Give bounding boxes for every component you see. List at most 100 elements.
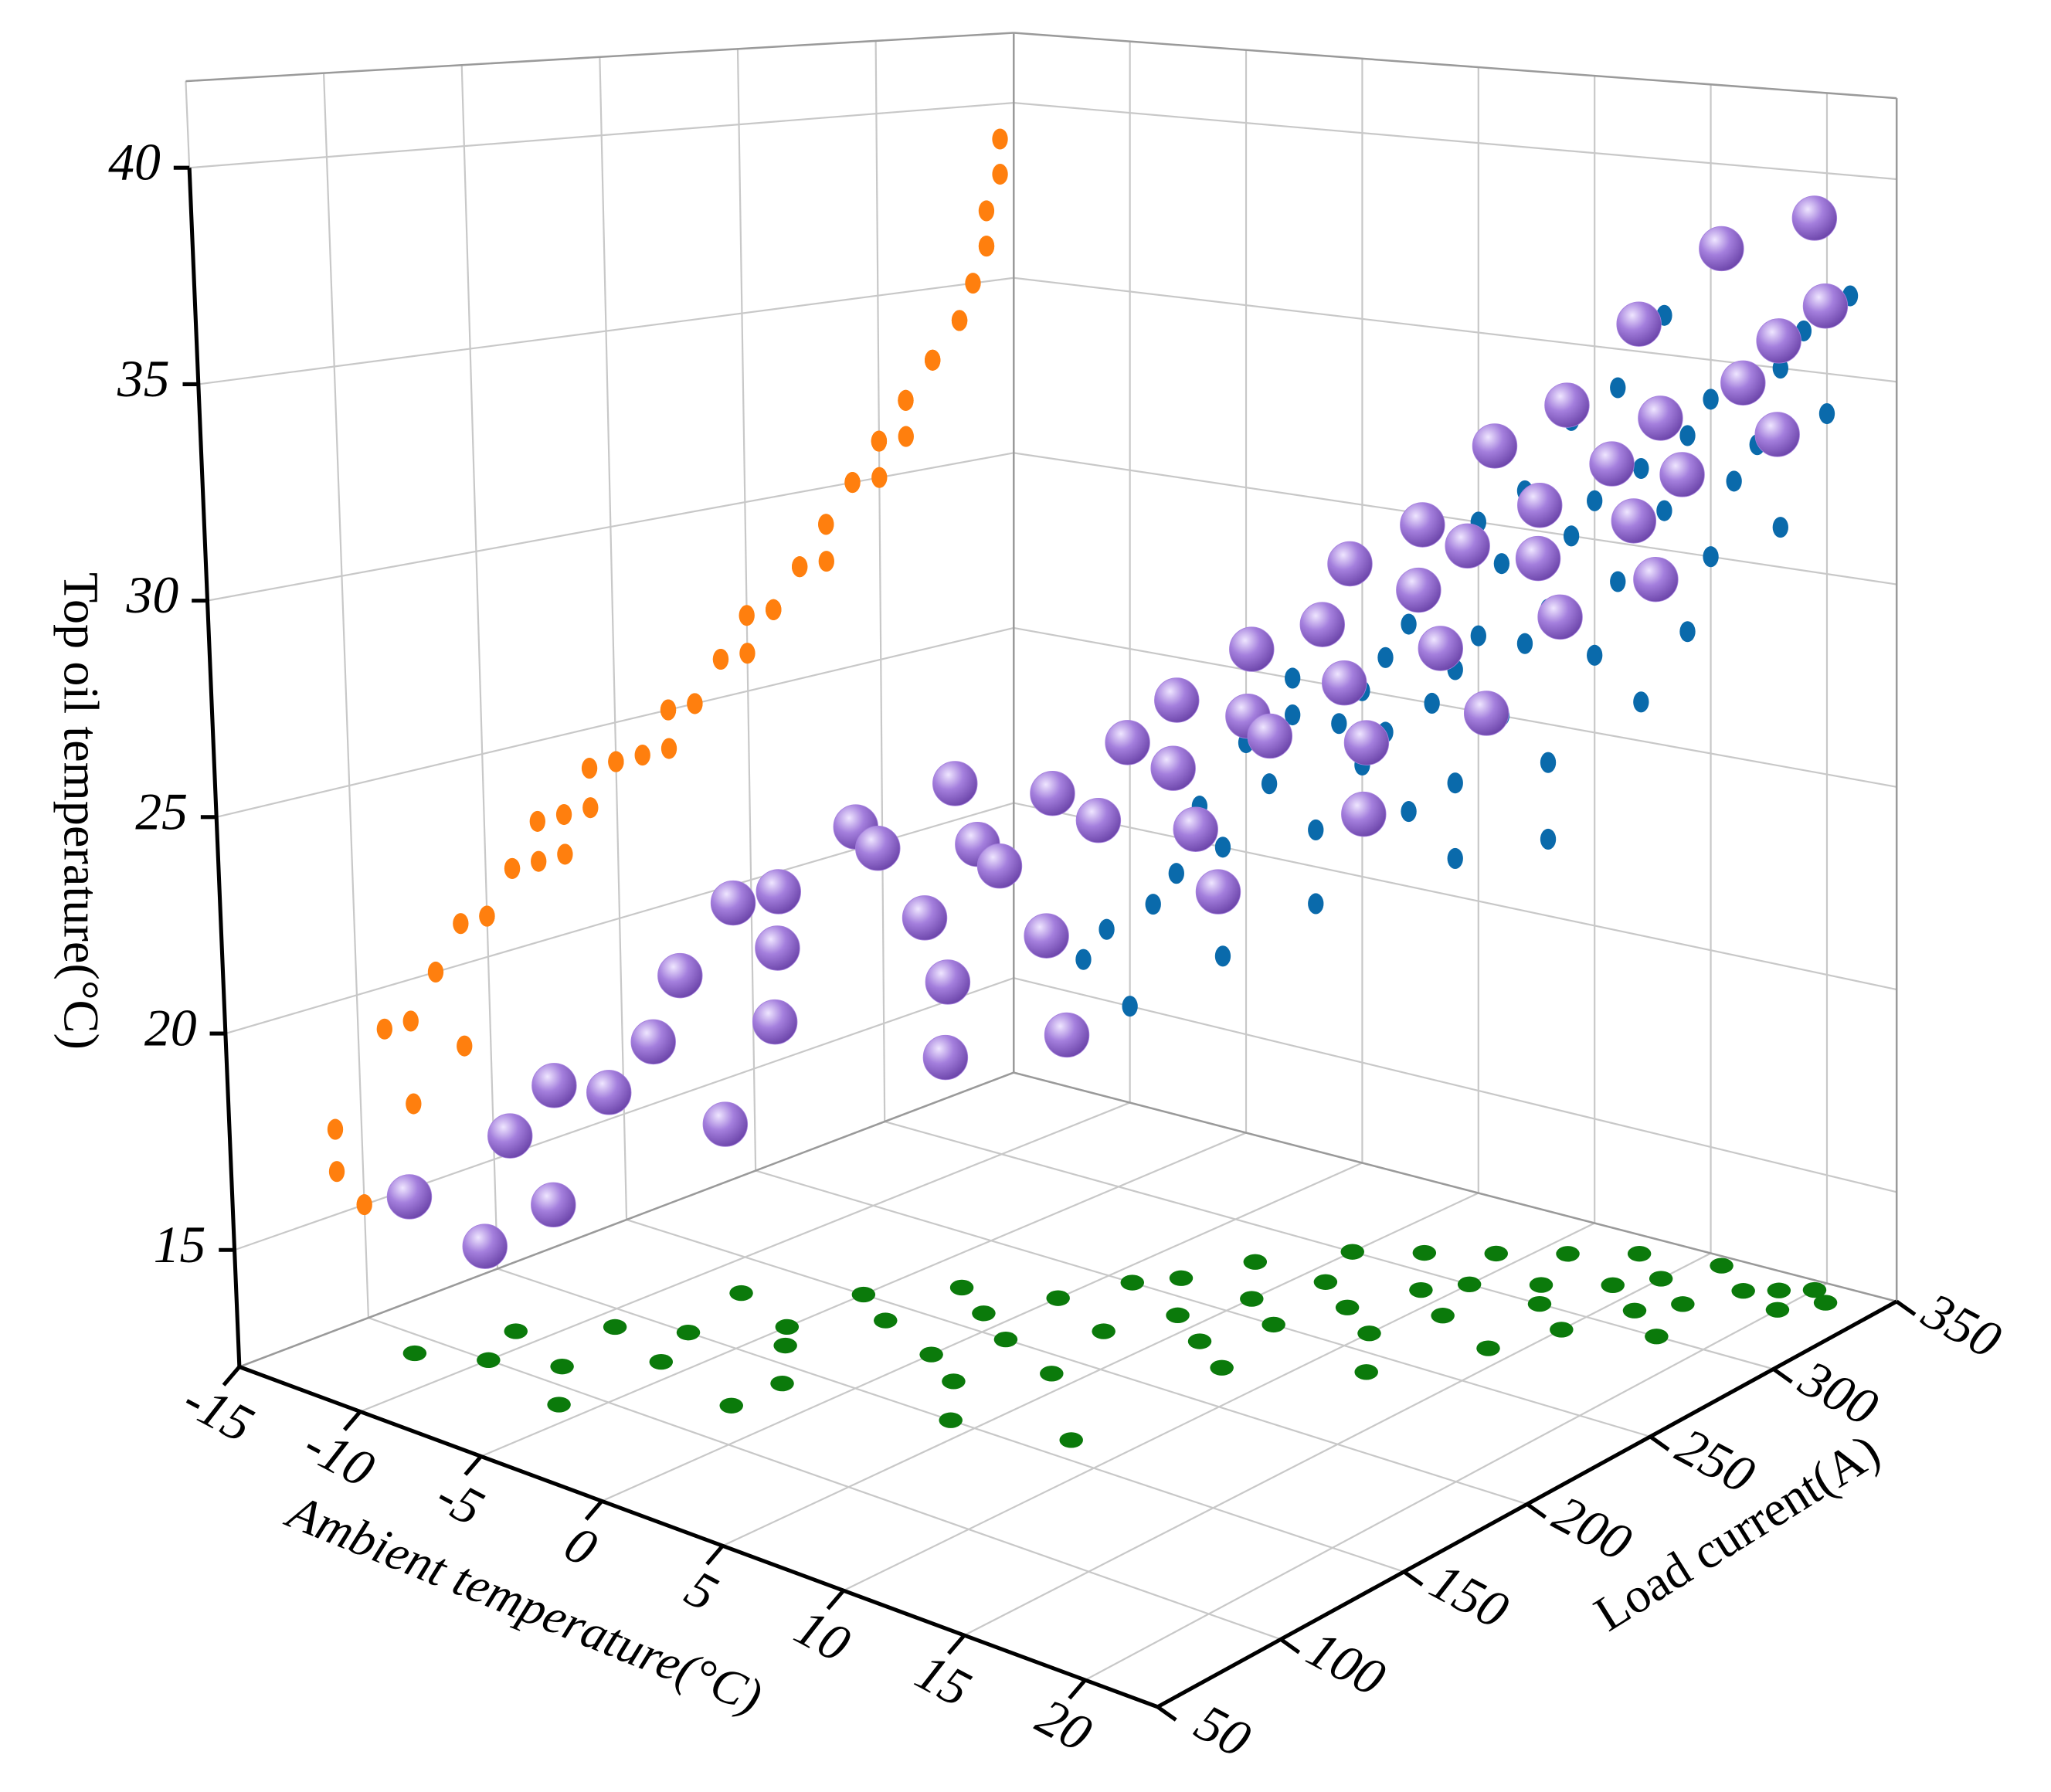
point [1396, 567, 1441, 613]
projection-point [327, 1118, 344, 1140]
projection-point [1527, 1295, 1552, 1312]
x-tick-label: -15 [174, 1369, 263, 1454]
point [1589, 441, 1635, 487]
projection-point [1627, 1246, 1652, 1262]
projection-point [1671, 1296, 1695, 1312]
point [1802, 283, 1849, 329]
projection-point [1476, 1340, 1500, 1356]
projection-point [949, 1279, 974, 1296]
point [752, 999, 798, 1045]
projection-point [1447, 847, 1463, 869]
projection-point [1099, 918, 1115, 940]
z-tick-label: 15 [154, 1216, 206, 1274]
projection-point [1308, 893, 1324, 915]
point [1327, 541, 1373, 587]
x-tick-label: 20 [1027, 1687, 1101, 1763]
projection-point [687, 693, 703, 714]
projection-point [1169, 1270, 1194, 1286]
projection-point [1187, 1333, 1212, 1349]
projection-point [376, 1018, 392, 1040]
grid-line [626, 1219, 1528, 1505]
box-edge [1013, 1071, 1897, 1303]
point [1611, 498, 1657, 544]
projection-point [1633, 691, 1649, 713]
projection-point [773, 1337, 797, 1354]
projection-point [453, 913, 469, 935]
y-tick-label: 350 [1913, 1281, 2010, 1369]
projection-point [1802, 1281, 1827, 1298]
point [1299, 602, 1346, 647]
projection-point [770, 1375, 794, 1392]
projection-point [1340, 1244, 1364, 1260]
y-tick-label: 50 [1187, 1693, 1260, 1769]
projection-point [1401, 613, 1417, 635]
projection-point [978, 200, 995, 222]
projection-point [1731, 1283, 1755, 1299]
point [855, 826, 901, 871]
frame [173, 32, 1917, 1722]
z-tick-label: 20 [144, 1000, 197, 1057]
y-tick [1402, 1570, 1424, 1587]
projection-point [1214, 837, 1231, 858]
projection-point [871, 467, 888, 488]
projection-point [729, 1285, 753, 1302]
point [1638, 395, 1683, 441]
y-tick-label: 300 [1790, 1349, 1887, 1437]
projection-point [555, 803, 572, 826]
projection-point [402, 1345, 427, 1362]
projection-point [1240, 1291, 1264, 1307]
grid-line [1014, 452, 1897, 585]
point [586, 1070, 632, 1115]
point [1030, 771, 1075, 816]
point [1472, 423, 1518, 469]
projection-point [1092, 1323, 1115, 1339]
point [630, 1019, 676, 1065]
grid-line [1085, 1282, 1828, 1682]
x-tick-label: -10 [295, 1414, 384, 1498]
box-edge [239, 1071, 1014, 1368]
point [1754, 412, 1800, 457]
projection-point [978, 236, 995, 257]
z-tick-label: 35 [117, 350, 170, 408]
grid-line [1014, 802, 1897, 991]
projection-point [871, 430, 888, 452]
x-tick [1068, 1678, 1087, 1700]
projection-point [1377, 647, 1394, 668]
projection-point [925, 349, 941, 371]
projection-point [1120, 1274, 1145, 1291]
point [1633, 557, 1679, 602]
projection-point [739, 605, 755, 626]
projection-point [1610, 571, 1626, 592]
projection-point [1431, 1308, 1455, 1324]
projection-point [1516, 633, 1533, 654]
projection-point [529, 810, 545, 832]
projection-point [992, 163, 1008, 185]
projection-point [477, 1352, 501, 1368]
grid-line [963, 1252, 1712, 1637]
projection-point [504, 1323, 528, 1339]
grid-line [599, 56, 628, 1220]
grid-line [460, 65, 499, 1269]
projection-point [1550, 1322, 1574, 1338]
projection-point [660, 699, 677, 721]
projection-point [818, 551, 834, 572]
projection-point [1210, 1359, 1234, 1376]
point [1418, 626, 1464, 671]
point [1150, 745, 1196, 791]
point [1044, 1012, 1090, 1058]
projection-point [874, 1312, 898, 1329]
projection-point [1587, 490, 1603, 511]
grid-line [1014, 626, 1897, 788]
point [1154, 677, 1200, 723]
projection-point [919, 1346, 943, 1363]
projection-point [1726, 470, 1742, 492]
grid-line [884, 1121, 1774, 1370]
projection-point [557, 843, 573, 865]
projection-point [649, 1353, 674, 1370]
point [1699, 226, 1744, 272]
x-tick [826, 1589, 845, 1610]
point [462, 1224, 508, 1269]
point [531, 1182, 576, 1228]
projection-point [1470, 625, 1486, 647]
projection-point [1493, 553, 1510, 575]
